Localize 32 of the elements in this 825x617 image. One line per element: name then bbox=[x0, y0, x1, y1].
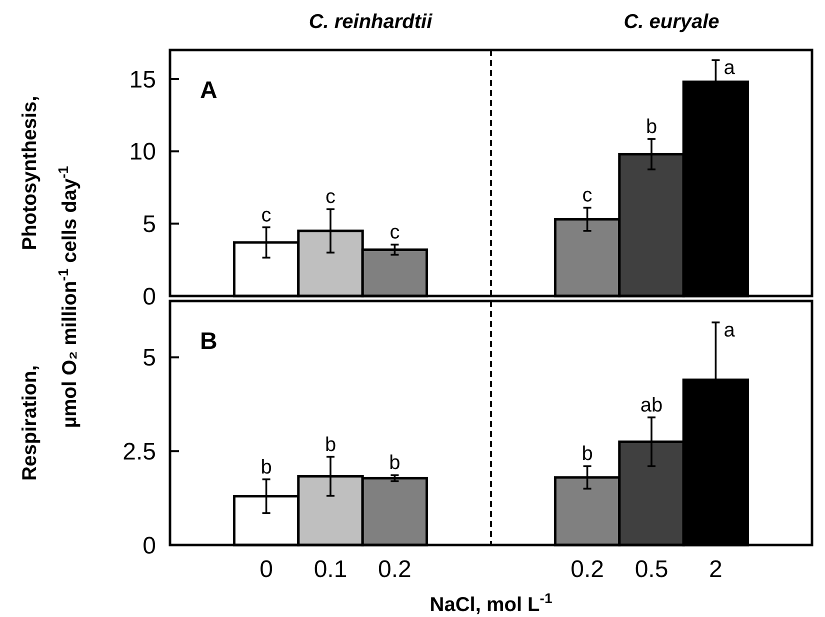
data-label: c bbox=[326, 186, 336, 208]
x-tick-label: 0.2 bbox=[570, 556, 604, 583]
y-tick-label: 15 bbox=[129, 66, 156, 94]
text: C. euryale bbox=[624, 11, 720, 33]
data-label: b bbox=[582, 443, 593, 466]
x-tick-label: 0.1 bbox=[314, 556, 348, 583]
data-label: c bbox=[261, 204, 272, 226]
y-tick-label: 0 bbox=[142, 283, 156, 310]
y-tick-label: 0 bbox=[142, 532, 156, 560]
data-label: ab bbox=[640, 394, 663, 416]
data-label: a bbox=[724, 57, 736, 80]
text: A bbox=[200, 77, 218, 104]
x-tick-label: 2 bbox=[709, 556, 722, 583]
data-label: b bbox=[389, 452, 400, 474]
x-tick-label: 0 bbox=[260, 556, 273, 583]
y-tick-label: 5 bbox=[142, 211, 156, 238]
data-label: c bbox=[582, 184, 592, 207]
y-tick-label: 10 bbox=[129, 138, 156, 166]
y-tick-label: 5 bbox=[142, 344, 156, 372]
x-tick-label: 0.5 bbox=[634, 556, 668, 583]
text: C. reinhardtii bbox=[308, 11, 433, 33]
x-axis-title: NaCl, mol L$^{-1}$ bbox=[430, 590, 552, 616]
y-axis-title: Photosynthesis, bbox=[19, 96, 41, 250]
data-label: b bbox=[260, 456, 272, 478]
y-tick-label: 2.5 bbox=[122, 438, 156, 466]
data-label: b bbox=[646, 116, 658, 138]
x-tick-label: 0.2 bbox=[378, 556, 412, 583]
data-label: b bbox=[324, 434, 336, 456]
data-label: c bbox=[390, 222, 400, 244]
data-label: a bbox=[724, 319, 736, 342]
text: B bbox=[200, 328, 218, 355]
y-axis-title: Respiration, bbox=[19, 365, 41, 481]
